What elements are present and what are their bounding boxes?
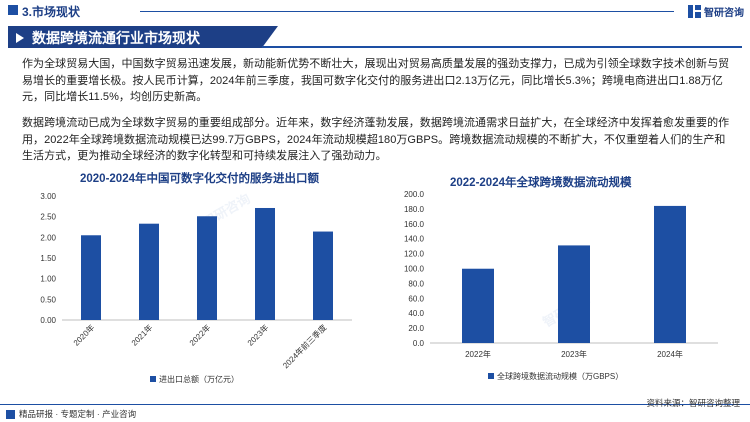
banner-divider (262, 46, 742, 48)
legend-label: 全球跨境数据流动规模（万GBPS） (497, 371, 623, 381)
chart-2-title: 2022-2024年全球跨境数据流动规模 (450, 177, 632, 189)
logo-text: 智研咨询 (704, 7, 744, 19)
data-flow-paragraph: 数据跨境流动已成为全球数字贸易的重要组成部分。近年来，数字经济蓬勃发展，数据跨境… (22, 117, 730, 162)
top-divider (140, 11, 674, 12)
y-tick-label: 0.00 (40, 316, 56, 325)
play-triangle-icon (16, 33, 24, 43)
y-tick-label: 20.0 (408, 324, 424, 333)
y-tick-label: 0.50 (40, 295, 56, 304)
x-tick-label: 2022年 (465, 349, 491, 359)
y-tick-label: 140.0 (404, 235, 425, 244)
y-tick-label: 0.0 (413, 339, 425, 348)
x-tick-label: 2020年 (71, 322, 96, 347)
y-tick-label: 100.0 (404, 265, 425, 274)
y-tick-label: 1.00 (40, 275, 56, 284)
bar (197, 216, 217, 320)
footer-slogan-text: 精品研报 · 专题定制 · 产业咨询 (19, 409, 137, 419)
y-tick-label: 2.00 (40, 233, 56, 242)
chart-1-title: 2020-2024年中国可数字化交付的服务进出口额 (80, 173, 319, 185)
section-title: 3.市场现状 (22, 5, 81, 19)
legend-label: 进出口总额（万亿元） (159, 374, 239, 384)
y-tick-label: 3.00 (40, 192, 56, 201)
bar (462, 268, 494, 343)
title-banner: 数据跨境流通行业市场现状 (8, 26, 278, 48)
bar (654, 205, 686, 343)
bar (558, 245, 590, 343)
brand-logo: 智研咨询 (688, 3, 744, 19)
y-tick-label: 2.50 (40, 213, 56, 222)
section-marker-icon (8, 5, 18, 15)
x-tick-label: 2023年 (561, 349, 587, 359)
x-tick-label: 2021年 (129, 322, 154, 347)
chart-cross-border-data: 0.0 20.0 40.0 60.0 80.0 100.0 120.0 140.0 160.0 1… (404, 190, 718, 381)
bar (81, 235, 101, 320)
footer-logo-icon (6, 409, 15, 419)
y-tick-label: 60.0 (408, 294, 424, 303)
chart-services-trade: 0.00 0.50 1.00 1.50 2.00 2.50 3.00 2020年 2021年 20… (40, 192, 352, 384)
y-tick-label: 80.0 (408, 279, 424, 288)
y-tick-label: 160.0 (404, 220, 425, 229)
y-tick-label: 180.0 (404, 205, 425, 214)
footer-divider (0, 404, 750, 405)
logo-icon (688, 4, 701, 18)
page-title: 数据跨境流通行业市场现状 (32, 30, 200, 46)
intro-paragraph: 作为全球贸易大国，中国数字贸易迅速发展，新动能新优势不断壮大，展现出对贸易高质量… (22, 58, 730, 103)
y-tick-label: 40.0 (408, 309, 424, 318)
top-bar: 3.市场现状 智研咨询 (0, 0, 750, 24)
legend-swatch (488, 373, 494, 379)
bar (255, 207, 275, 320)
footer-slogan: 精品研报 · 专题定制 · 产业咨询 (6, 408, 136, 420)
y-tick-label: 1.50 (40, 254, 56, 263)
bar (139, 223, 159, 320)
x-tick-label: 2024年 (657, 349, 683, 359)
x-tick-label: 2024年前三季度 (280, 322, 328, 370)
x-tick-label: 2022年 (187, 322, 212, 347)
legend-swatch (150, 376, 156, 382)
x-tick-label: 2023年 (245, 322, 270, 347)
bar (313, 231, 333, 320)
y-tick-label: 120.0 (404, 250, 425, 259)
y-tick-label: 200.0 (404, 190, 425, 199)
data-source: 资料来源：智研咨询整理 (646, 398, 740, 408)
